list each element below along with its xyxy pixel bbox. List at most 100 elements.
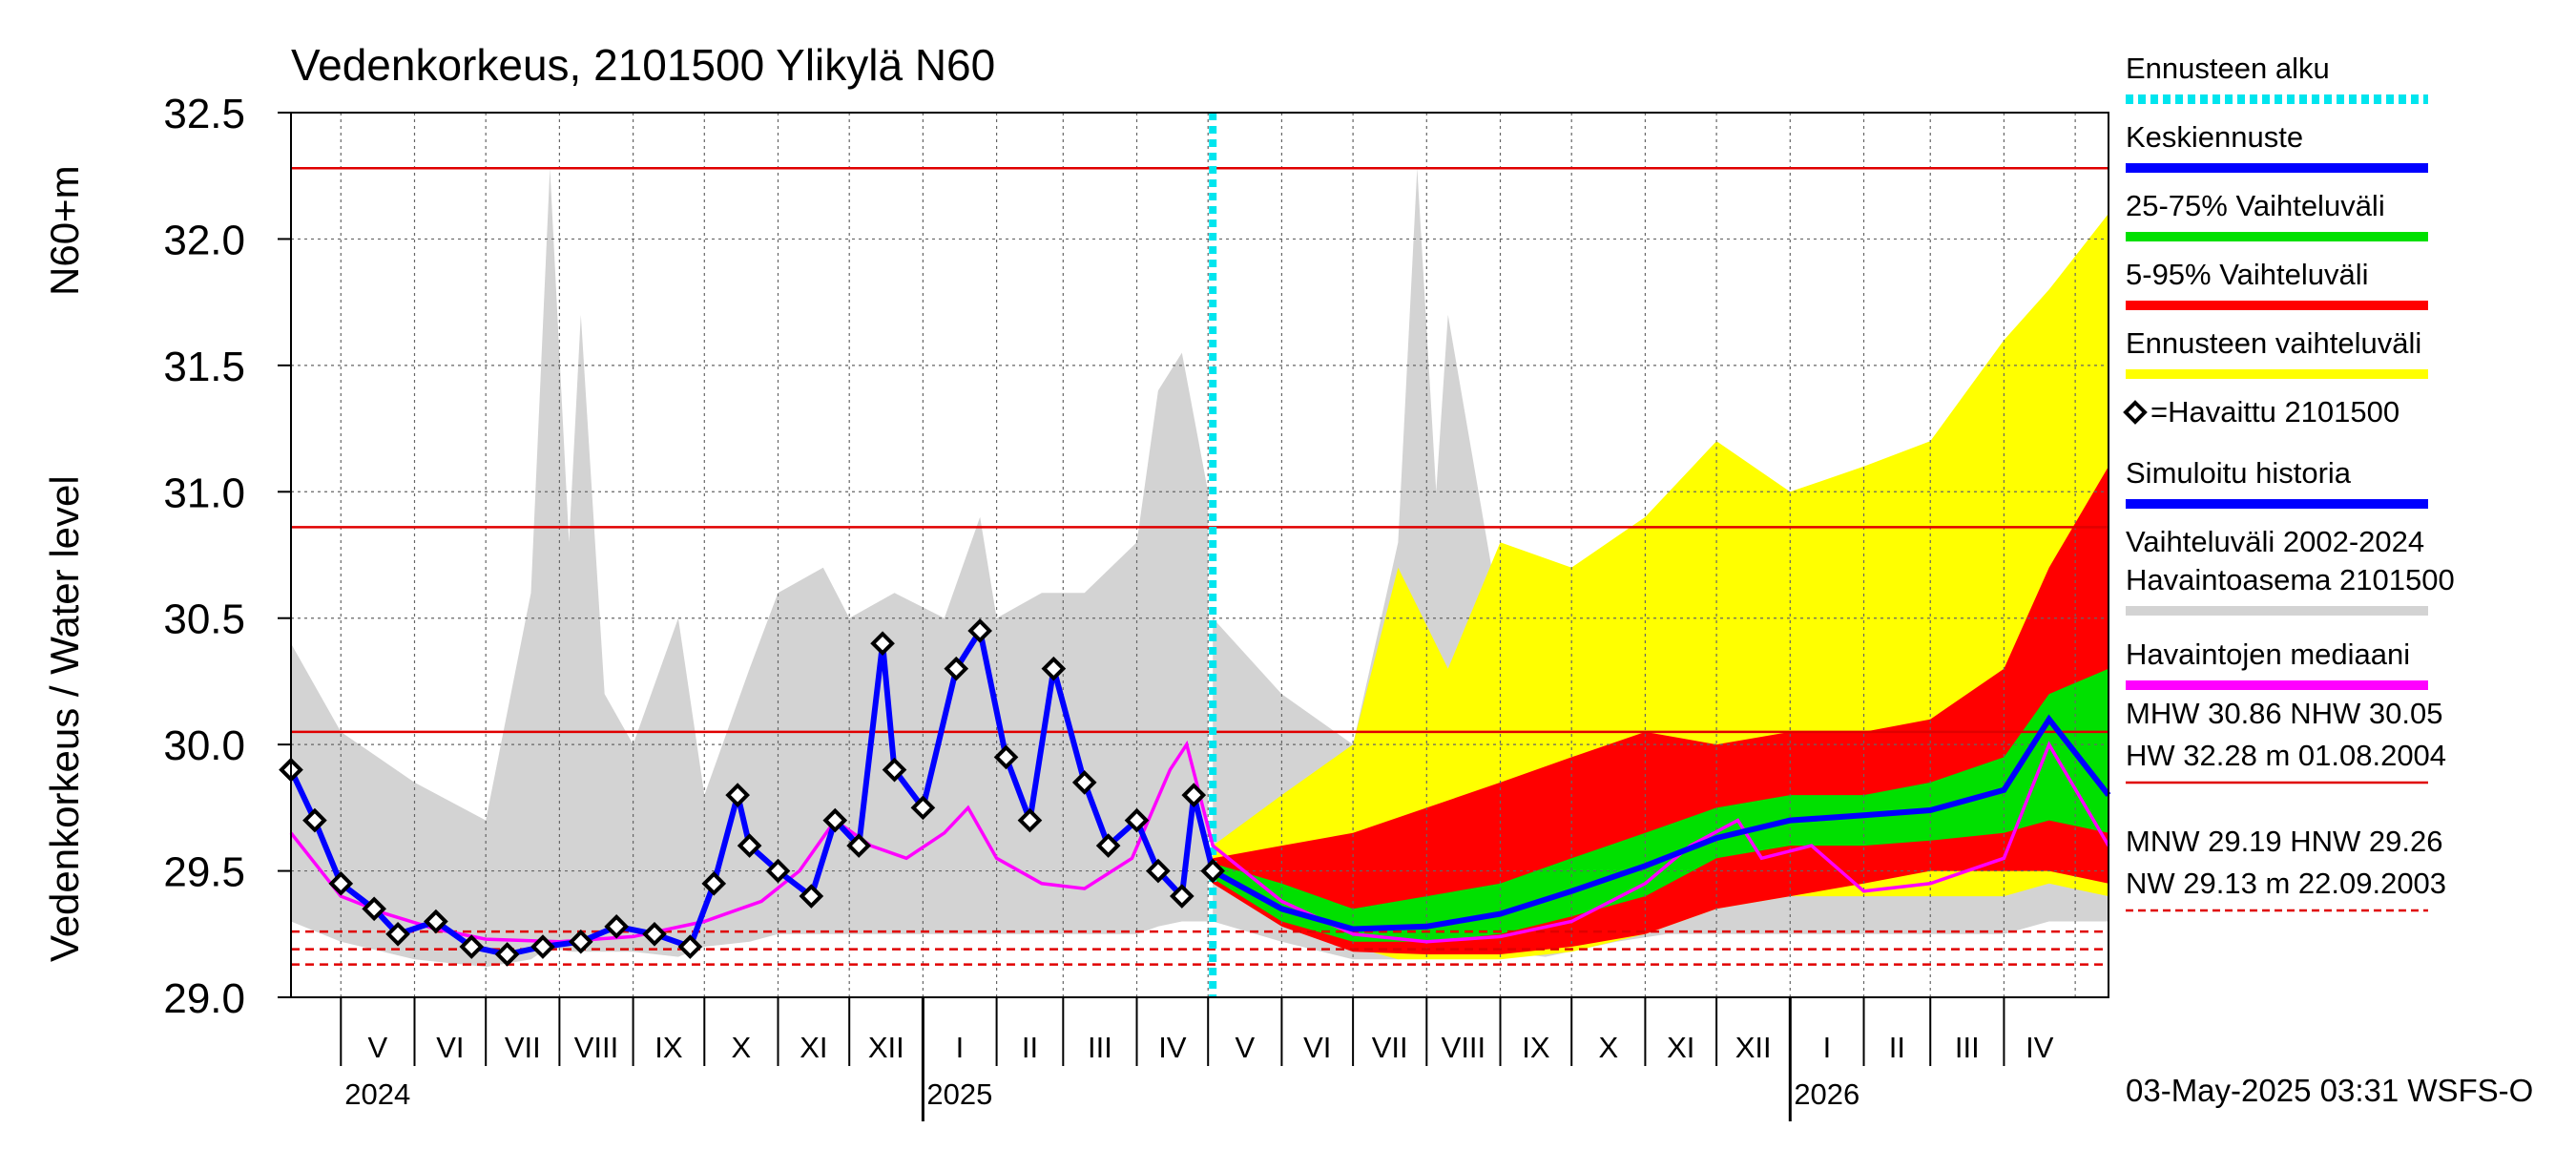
y-tick-label: 30.0: [163, 722, 245, 769]
legend-swatch-observed: [2123, 400, 2148, 425]
legend-label: Keskiennuste: [2126, 120, 2303, 154]
observed-point: [1200, 858, 1226, 884]
observed-point: [1146, 858, 1171, 884]
y-axis-label: Vedenkorkeus / Water level: [42, 475, 87, 962]
y-tick-label: 29.0: [163, 975, 245, 1022]
observed-point: [822, 807, 848, 833]
x-month-label: X: [1598, 1031, 1618, 1064]
legend-label: Vaihteluväli 2002-2024: [2126, 525, 2424, 558]
x-month-label: IX: [654, 1031, 683, 1064]
x-month-label: XI: [1667, 1031, 1694, 1064]
observed-point: [701, 870, 727, 896]
x-month-label: III: [1088, 1031, 1112, 1064]
observed-point: [882, 757, 907, 783]
x-month-label: IV: [1158, 1031, 1187, 1064]
observed-point: [1071, 770, 1097, 795]
observed-point: [1181, 783, 1207, 807]
x-year-label: 2024: [344, 1077, 410, 1111]
observed-point: [737, 833, 762, 858]
observed-point: [459, 934, 485, 959]
x-month-label: I: [956, 1031, 965, 1064]
observed-point: [530, 934, 555, 959]
footer-timestamp: 03-May-2025 03:31 WSFS-O: [2126, 1073, 2533, 1108]
median-line: [289, 740, 2110, 944]
x-month-label: XI: [800, 1031, 827, 1064]
x-month-label: IV: [2025, 1031, 2054, 1064]
x-month-label: V: [368, 1031, 388, 1064]
observed-point: [494, 942, 520, 967]
y-tick-label: 32.0: [163, 217, 245, 263]
x-month-label: XII: [1735, 1031, 1772, 1064]
forecast-layer: [1213, 213, 2109, 960]
x-month-label: VII: [1372, 1031, 1408, 1064]
observed-point: [642, 921, 667, 947]
chart-title: Vedenkorkeus, 2101500 Ylikylä N60: [291, 40, 995, 90]
axes-layer: 29.029.530.030.531.031.532.032.5V VI VII VI…: [163, 91, 2054, 1121]
observed-point: [1095, 833, 1121, 858]
y-axis-unit-label: N60+m: [42, 165, 87, 296]
stats-text: HW 32.28 m 01.08.2004: [2126, 739, 2446, 772]
stats-text: MNW 29.19 HNW 29.26: [2126, 825, 2443, 858]
observed-point: [799, 884, 824, 909]
y-tick-label: 31.5: [163, 344, 245, 390]
observed-point: [302, 807, 327, 833]
legend-label: Havaintoasema 2101500: [2126, 563, 2455, 596]
y-tick-label: 32.5: [163, 91, 245, 137]
x-month-label: VI: [436, 1031, 464, 1064]
observed-point: [362, 896, 386, 922]
observed-point: [993, 744, 1019, 770]
legend-label: 5-95% Vaihteluväli: [2126, 258, 2368, 291]
x-month-label: II: [1022, 1031, 1038, 1064]
observed-point: [846, 833, 871, 858]
legend: Ennusteen alku Keskiennuste 25-75% Vaihtel…: [2123, 52, 2455, 912]
y-tick-label: 31.0: [163, 470, 245, 516]
reference-lines-layer: [291, 113, 2109, 997]
observed-point: [870, 631, 895, 657]
x-month-label: VIII: [1442, 1031, 1486, 1064]
observed-point: [967, 618, 992, 643]
observed-point: [725, 783, 750, 807]
observed-point: [568, 929, 593, 954]
legend-label: 25-75% Vaihteluväli: [2126, 189, 2385, 222]
legend-label: =Havaittu 2101500: [2150, 395, 2399, 429]
stats-text: MHW 30.86 NHW 30.05: [2126, 697, 2443, 730]
observed-point: [1124, 807, 1150, 833]
observed-point: [424, 909, 448, 934]
x-month-label: III: [1955, 1031, 1980, 1064]
observed-point: [677, 934, 703, 959]
x-month-label: VI: [1303, 1031, 1331, 1064]
observed-point: [385, 921, 410, 947]
x-month-label: II: [1889, 1031, 1905, 1064]
mean-forecast-line: [1211, 714, 2111, 932]
y-tick-label: 30.5: [163, 596, 245, 643]
observed-point: [1017, 807, 1043, 833]
legend-label: Ennusteen vaihteluväli: [2126, 326, 2421, 360]
observed-point: [328, 870, 354, 896]
x-month-label: V: [1235, 1031, 1255, 1064]
x-month-label: IX: [1522, 1031, 1550, 1064]
observed-point: [910, 795, 936, 821]
x-month-label: XII: [868, 1031, 904, 1064]
grid-layer: [291, 113, 2109, 997]
stats-text: NW 29.13 m 22.09.2003: [2126, 867, 2446, 900]
y-tick-label: 29.5: [163, 849, 245, 896]
x-month-label: VII: [505, 1031, 541, 1064]
plot-frame: [290, 112, 2109, 998]
observed-point: [1041, 656, 1067, 681]
observed-point: [765, 858, 791, 884]
observed-points-layer: [279, 618, 1226, 967]
observed-point: [604, 914, 629, 939]
x-year-label: 2026: [1794, 1077, 1859, 1111]
legend-label: Simuloitu historia: [2126, 456, 2352, 490]
x-month-label: X: [732, 1031, 752, 1064]
x-month-label: I: [1823, 1031, 1832, 1064]
x-month-label: VIII: [574, 1031, 619, 1064]
observed-point: [944, 656, 969, 681]
x-year-label: 2025: [926, 1077, 992, 1111]
observed-point: [1169, 884, 1195, 909]
legend-label: Ennusteen alku: [2126, 52, 2330, 85]
history-range-band: [291, 168, 1209, 968]
legend-label: Havaintojen mediaani: [2126, 638, 2410, 671]
